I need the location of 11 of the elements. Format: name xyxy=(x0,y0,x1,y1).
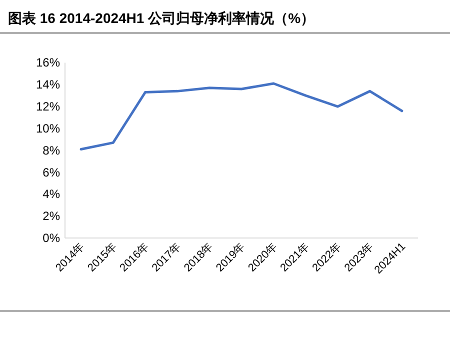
y-tick-label: 10% xyxy=(36,121,60,136)
y-tick-label: 2% xyxy=(42,209,60,224)
y-tick-label: 8% xyxy=(42,143,60,158)
line-series xyxy=(80,82,404,151)
y-tick-label: 16% xyxy=(36,56,60,70)
y-tick-label: 6% xyxy=(42,165,60,180)
y-tick-label: 14% xyxy=(36,78,60,92)
y-tick-label: 12% xyxy=(36,100,60,114)
chart-title: 图表 16 2014-2024H1 公司归母净利率情况（%） xyxy=(8,10,315,26)
y-tick-label: 4% xyxy=(42,187,60,202)
y-tick-label: 0% xyxy=(42,231,60,245)
